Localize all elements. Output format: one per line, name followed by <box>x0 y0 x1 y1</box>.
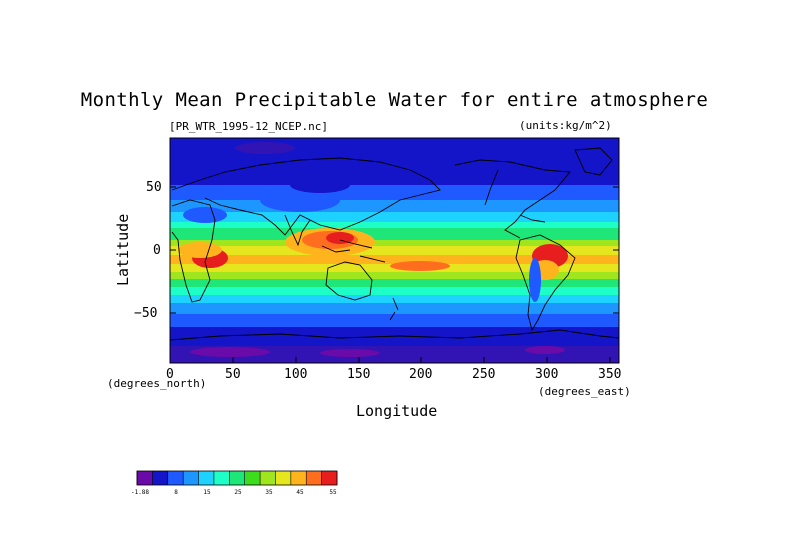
y-tick-marks <box>170 186 619 314</box>
x-tick-label: 50 <box>225 367 241 382</box>
x-axis-label: Longitude <box>356 402 438 420</box>
colorbar-swatch <box>306 471 323 485</box>
colorbar-swatch <box>137 471 153 485</box>
coastlines <box>170 147 619 341</box>
colorbar-label: 55 <box>329 489 337 496</box>
colorbar-label: 15 <box>203 489 211 496</box>
colorbar-swatch <box>152 471 169 485</box>
colorbar-swatch <box>167 471 184 485</box>
colorbar-swatch <box>244 471 261 485</box>
colorbar-label: -1.88 <box>130 489 150 496</box>
x-tick-label: 300 <box>535 367 559 382</box>
y-units-label: (degrees_north) <box>107 377 207 390</box>
colorbar-swatch <box>321 471 338 485</box>
colorbar-swatch <box>290 471 307 485</box>
x-tick-label: 100 <box>284 367 308 382</box>
colorbar <box>136 470 338 486</box>
colorbar-swatch <box>183 471 200 485</box>
y-axis-label: Latitude <box>114 213 132 286</box>
x-tick-label: 250 <box>472 367 496 382</box>
colorbar-label: 25 <box>234 489 242 496</box>
x-tick-label: 350 <box>598 367 622 382</box>
y-tick-label: −50 <box>134 306 158 321</box>
colorbar-frame <box>136 470 338 486</box>
colorbar-label: 45 <box>296 489 304 496</box>
y-tick-label: 0 <box>153 243 161 258</box>
colorbar-swatch <box>275 471 292 485</box>
colorbar-label: 8 <box>174 489 178 496</box>
x-tick-label: 150 <box>347 367 371 382</box>
map-title: Monthly Mean Precipitable Water for enti… <box>80 89 709 111</box>
file-label: [PR_WTR_1995-12_NCEP.nc] <box>169 120 328 133</box>
y-tick-label: 50 <box>146 180 162 195</box>
colorbar-swatch <box>213 471 230 485</box>
colorbar-swatch <box>198 471 215 485</box>
x-tick-label: 0 <box>166 367 174 382</box>
x-units-label: (degrees_east) <box>538 385 631 398</box>
colorbar-swatch <box>229 471 246 485</box>
colorbar-label: 35 <box>265 489 273 496</box>
units-label: (units:kg/m^2) <box>519 119 612 132</box>
colorbar-swatch <box>260 471 276 485</box>
x-tick-label: 200 <box>409 367 433 382</box>
x-tick-marks <box>169 357 611 363</box>
precipitable-water-field <box>170 138 619 363</box>
